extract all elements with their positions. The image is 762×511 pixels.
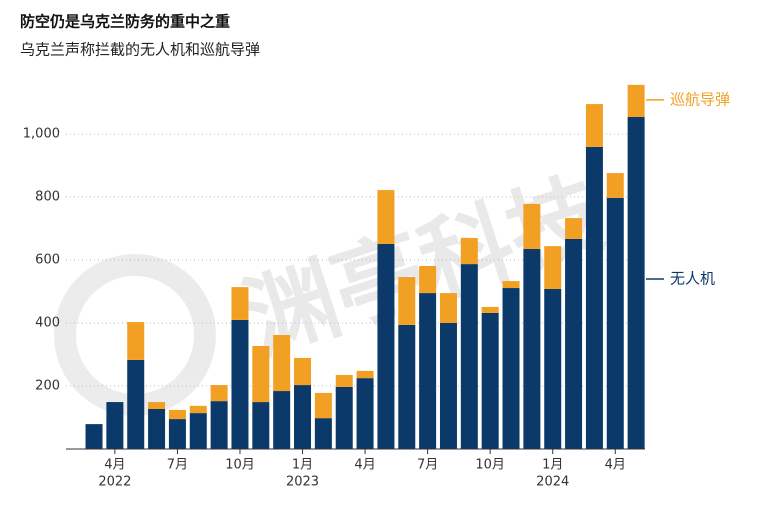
bar-segment	[210, 401, 228, 449]
bar-segment	[523, 203, 541, 249]
x-tick-label: 10月	[475, 458, 505, 473]
x-tick-label: 4月	[104, 458, 125, 473]
chart-subtitle: 乌克兰声称拦截的无人机和巡航导弹	[20, 41, 260, 59]
bar-segment	[273, 391, 291, 449]
bar-segment	[294, 385, 312, 449]
bar-segment	[314, 418, 332, 449]
bar-segment	[168, 409, 186, 420]
bar-segment	[460, 237, 478, 265]
bar-segment	[252, 345, 270, 403]
bar-segment	[377, 190, 395, 244]
legend-label: 巡航导弹	[670, 90, 730, 108]
chart-title: 防空仍是乌克兰防务的重中之重	[20, 13, 230, 31]
bar-segment	[335, 386, 353, 449]
bar-segment	[544, 288, 562, 449]
bar-segment	[544, 246, 562, 289]
bar-segment	[127, 359, 145, 449]
bar-segment	[585, 146, 603, 450]
bar-segment	[481, 306, 499, 313]
y-tick-label: 400	[35, 316, 60, 331]
bar-segment	[273, 334, 291, 392]
bar-segment	[231, 319, 249, 449]
bar-segment	[377, 243, 395, 449]
bar-segment	[356, 378, 374, 449]
x-year-label: 2022	[98, 475, 131, 490]
y-tick-label: 200	[35, 379, 60, 394]
x-tick-label: 1月	[292, 458, 313, 473]
x-tick-label: 7月	[417, 458, 438, 473]
bar-segment	[85, 424, 103, 449]
bar-segment	[523, 248, 541, 449]
x-year-label: 2023	[286, 475, 319, 490]
bar-segment	[439, 323, 457, 449]
bar-segment	[148, 402, 166, 409]
x-tick-label: 7月	[167, 458, 188, 473]
bar-segment	[398, 277, 416, 325]
bar-segment	[460, 264, 478, 449]
bar-segment	[189, 405, 207, 414]
x-tick-label: 4月	[605, 458, 626, 473]
bar-segment	[148, 408, 166, 449]
x-tick-label: 4月	[354, 458, 375, 473]
bar-segment	[189, 413, 207, 449]
bar-segment	[231, 287, 249, 320]
bar-segment	[210, 385, 228, 402]
bar-segment	[502, 288, 520, 449]
bar-segment	[585, 104, 603, 147]
x-tick-label: 1月	[542, 458, 563, 473]
x-year-label: 2024	[536, 475, 569, 490]
bar-segment	[314, 392, 332, 419]
bar-segment	[627, 84, 645, 117]
y-tick-label: 800	[35, 190, 60, 205]
bar-segment	[606, 173, 624, 198]
bar-segment	[481, 312, 499, 449]
legend-label: 无人机	[670, 270, 715, 288]
bar-segment	[419, 293, 437, 449]
bar-segment	[439, 293, 457, 323]
bar-segment	[398, 324, 416, 449]
bar-segment	[565, 238, 583, 449]
bar-segment	[565, 218, 583, 239]
bar-segment	[294, 357, 312, 386]
bar-segment	[502, 281, 520, 289]
bar-segment	[356, 370, 374, 379]
bar-segment	[627, 116, 645, 450]
bar-segment	[335, 374, 353, 387]
bar-segment	[419, 265, 437, 294]
x-tick-label: 10月	[225, 458, 255, 473]
y-tick-label: 1,000	[23, 127, 60, 142]
bar-segment	[252, 402, 270, 449]
bar-segment	[106, 402, 124, 449]
bar-segment	[168, 419, 186, 449]
bar-segment	[127, 322, 145, 360]
bar-segment	[606, 197, 624, 449]
y-tick-label: 600	[35, 253, 60, 268]
